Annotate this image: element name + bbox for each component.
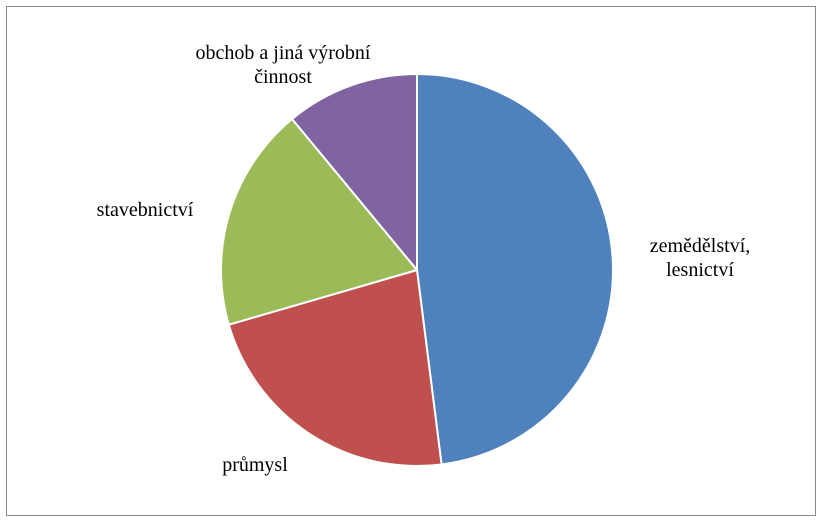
pie-slice: [416, 72, 614, 466]
slice-label: zemědělství, lesnictví: [649, 235, 751, 281]
slice-label: stavebnictví: [96, 199, 194, 221]
slice-label: průmysl: [222, 454, 288, 476]
pie-slice: [227, 268, 443, 467]
pie-slice: [220, 117, 419, 326]
slice-label: obchob a jiná výrobní činnost: [195, 42, 371, 88]
pie-slice: [290, 72, 418, 273]
